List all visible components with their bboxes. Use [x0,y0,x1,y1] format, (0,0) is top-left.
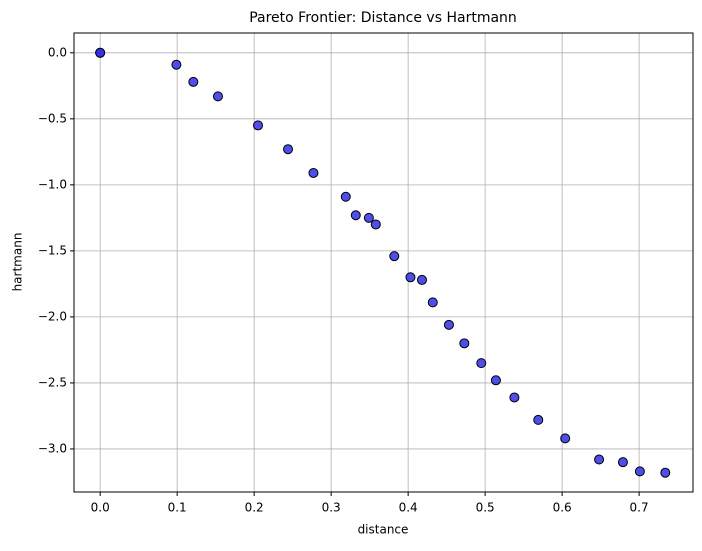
point [509,392,520,403]
point [283,144,294,155]
point [490,375,501,386]
y-tick-label: −2.0 [38,309,67,323]
point [253,120,264,131]
point [443,319,454,330]
point [212,91,223,102]
y-tick-label: −1.0 [38,177,67,191]
point [370,219,381,230]
point [594,454,605,465]
point [617,457,628,468]
point [340,191,351,202]
x-tick-label: 0.0 [91,501,110,515]
x-axis-label: distance [358,523,409,537]
y-tick-label: 0.0 [48,45,67,59]
y-tick-label: −0.5 [38,111,67,125]
point [660,467,671,478]
point [350,210,361,221]
point [389,251,400,262]
point [476,358,487,369]
x-tick-label: 0.1 [168,501,187,515]
y-tick-label: −2.5 [38,375,67,389]
point [363,212,374,223]
point [308,167,319,178]
point [533,414,544,425]
point [405,272,416,283]
plot-frame [73,32,694,493]
y-axis-label: hartmann [11,233,25,292]
x-tick-label: 0.6 [553,501,572,515]
x-tick-label: 0.3 [322,501,341,515]
x-tick-label: 0.2 [245,501,264,515]
point [427,297,438,308]
chart-title: Pareto Frontier: Distance vs Hartmann [249,10,517,26]
x-tick-label: 0.5 [476,501,495,515]
x-tick-label: 0.4 [399,501,418,515]
point [171,59,182,70]
y-tick-label: −3.0 [38,441,67,455]
point [560,433,571,444]
point [459,338,470,349]
x-tick-label: 0.7 [630,501,649,515]
point [188,76,199,87]
point [416,274,427,285]
y-tick-label: −1.5 [38,243,67,257]
point [95,47,106,58]
point [634,466,645,477]
